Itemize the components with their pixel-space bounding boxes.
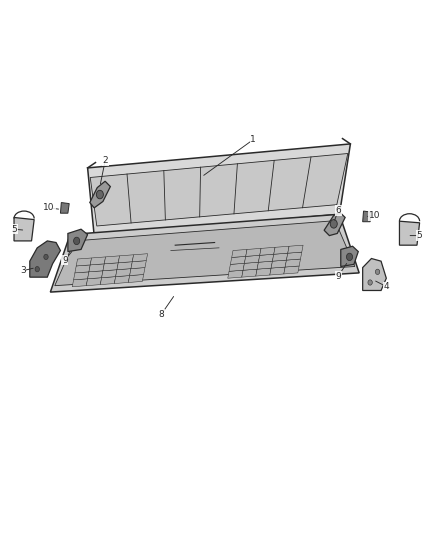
- Polygon shape: [341, 246, 358, 266]
- Circle shape: [96, 190, 103, 199]
- Polygon shape: [246, 248, 261, 256]
- Polygon shape: [74, 272, 89, 280]
- Polygon shape: [257, 261, 272, 269]
- Polygon shape: [132, 254, 148, 262]
- Polygon shape: [86, 278, 102, 286]
- Polygon shape: [30, 241, 60, 277]
- Circle shape: [346, 253, 353, 261]
- Polygon shape: [104, 256, 120, 264]
- Text: 1: 1: [250, 135, 256, 144]
- Text: 10: 10: [369, 211, 380, 220]
- Polygon shape: [60, 203, 69, 213]
- Polygon shape: [88, 271, 103, 279]
- Polygon shape: [116, 269, 131, 277]
- Polygon shape: [260, 247, 275, 255]
- Text: 3: 3: [20, 266, 26, 275]
- Polygon shape: [72, 279, 88, 287]
- Polygon shape: [14, 217, 34, 241]
- Polygon shape: [55, 221, 355, 286]
- Polygon shape: [286, 252, 302, 260]
- Polygon shape: [128, 274, 144, 282]
- Polygon shape: [75, 265, 90, 273]
- Polygon shape: [76, 258, 92, 266]
- Text: 5: 5: [417, 231, 423, 240]
- Polygon shape: [89, 264, 104, 272]
- Polygon shape: [230, 256, 246, 264]
- Polygon shape: [100, 277, 116, 285]
- Circle shape: [74, 237, 80, 245]
- Circle shape: [35, 266, 39, 272]
- Polygon shape: [288, 245, 303, 253]
- Polygon shape: [244, 255, 260, 263]
- Polygon shape: [228, 270, 243, 278]
- Circle shape: [330, 220, 337, 228]
- Text: 8: 8: [158, 310, 164, 319]
- Polygon shape: [324, 213, 345, 236]
- Polygon shape: [399, 221, 420, 245]
- Polygon shape: [272, 253, 288, 261]
- Text: 9: 9: [62, 256, 68, 264]
- Polygon shape: [270, 267, 285, 275]
- Polygon shape: [68, 229, 88, 252]
- Polygon shape: [256, 268, 271, 276]
- Polygon shape: [363, 211, 371, 222]
- Polygon shape: [130, 268, 145, 276]
- Circle shape: [44, 254, 48, 260]
- Polygon shape: [131, 261, 146, 269]
- Text: 4: 4: [384, 282, 389, 291]
- Polygon shape: [271, 260, 286, 268]
- Polygon shape: [274, 246, 289, 254]
- Polygon shape: [242, 269, 257, 277]
- Polygon shape: [90, 257, 106, 265]
- Polygon shape: [50, 214, 359, 292]
- Polygon shape: [243, 262, 258, 270]
- Polygon shape: [363, 259, 386, 290]
- Polygon shape: [229, 263, 244, 271]
- Polygon shape: [117, 262, 132, 270]
- Polygon shape: [102, 270, 117, 278]
- Polygon shape: [103, 263, 118, 271]
- Text: 5: 5: [11, 225, 17, 233]
- Text: 2: 2: [102, 157, 108, 165]
- Polygon shape: [258, 254, 274, 262]
- Polygon shape: [232, 249, 247, 257]
- Text: 6: 6: [335, 206, 341, 215]
- Polygon shape: [285, 259, 300, 267]
- Circle shape: [368, 280, 372, 285]
- Polygon shape: [90, 154, 348, 226]
- Text: 10: 10: [43, 204, 55, 212]
- Circle shape: [375, 269, 380, 274]
- Text: 9: 9: [335, 272, 341, 280]
- Polygon shape: [88, 144, 350, 236]
- Polygon shape: [114, 276, 130, 284]
- Polygon shape: [90, 181, 110, 208]
- Polygon shape: [284, 266, 299, 274]
- Polygon shape: [118, 255, 134, 263]
